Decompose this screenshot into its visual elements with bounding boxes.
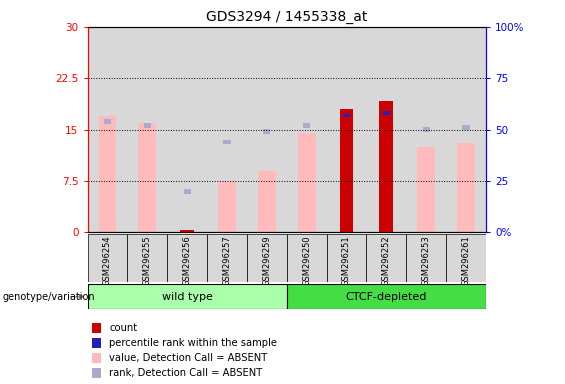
Text: GSM296255: GSM296255: [143, 236, 152, 286]
Text: GSM296253: GSM296253: [421, 236, 431, 286]
Bar: [367, 27, 406, 232]
Bar: [303, 123, 310, 128]
Text: value, Detection Call = ABSENT: value, Detection Call = ABSENT: [110, 353, 268, 363]
Text: GSM296257: GSM296257: [223, 236, 232, 286]
Bar: [184, 189, 191, 194]
Bar: [88, 234, 128, 282]
Text: GSM296261: GSM296261: [462, 236, 471, 286]
Bar: [218, 181, 236, 232]
Title: GDS3294 / 1455338_at: GDS3294 / 1455338_at: [206, 10, 367, 25]
Text: GSM296251: GSM296251: [342, 236, 351, 286]
Bar: [92, 323, 102, 333]
Bar: [383, 123, 390, 128]
Bar: [423, 127, 430, 132]
Text: percentile rank within the sample: percentile rank within the sample: [110, 338, 277, 348]
Bar: [462, 125, 470, 130]
Bar: [247, 234, 287, 282]
Bar: [138, 123, 157, 232]
Bar: [263, 129, 271, 134]
Bar: [207, 234, 247, 282]
Bar: [207, 27, 247, 232]
Text: CTCF-depleted: CTCF-depleted: [346, 291, 427, 302]
Bar: [144, 123, 151, 128]
Bar: [446, 234, 486, 282]
Bar: [287, 234, 327, 282]
Bar: [406, 234, 446, 282]
Bar: [88, 284, 287, 309]
Text: rank, Detection Call = ABSENT: rank, Detection Call = ABSENT: [110, 368, 263, 378]
Bar: [128, 27, 167, 232]
Bar: [298, 133, 316, 232]
Bar: [223, 139, 231, 144]
Bar: [92, 353, 102, 362]
Bar: [340, 109, 354, 232]
Text: GSM296259: GSM296259: [262, 236, 271, 286]
Text: GSM296250: GSM296250: [302, 236, 311, 286]
Bar: [406, 27, 446, 232]
Bar: [343, 114, 350, 117]
Bar: [287, 284, 486, 309]
Text: GSM296256: GSM296256: [182, 236, 192, 286]
Bar: [88, 27, 128, 232]
Bar: [327, 27, 367, 232]
Bar: [167, 234, 207, 282]
Bar: [104, 119, 111, 124]
Bar: [287, 27, 327, 232]
Bar: [367, 234, 406, 282]
Text: GSM296252: GSM296252: [382, 236, 391, 286]
Bar: [383, 111, 390, 115]
Bar: [417, 147, 435, 232]
Bar: [258, 170, 276, 232]
Bar: [98, 116, 116, 232]
Bar: [457, 143, 475, 232]
Bar: [92, 368, 102, 377]
Text: genotype/variation: genotype/variation: [3, 291, 95, 302]
Bar: [167, 27, 207, 232]
Bar: [180, 230, 194, 232]
Bar: [379, 101, 393, 232]
Text: GSM296254: GSM296254: [103, 236, 112, 286]
Bar: [92, 338, 102, 348]
Bar: [247, 27, 287, 232]
Text: wild type: wild type: [162, 291, 212, 302]
Bar: [327, 234, 367, 282]
Text: count: count: [110, 323, 137, 333]
Bar: [446, 27, 486, 232]
Bar: [128, 234, 167, 282]
